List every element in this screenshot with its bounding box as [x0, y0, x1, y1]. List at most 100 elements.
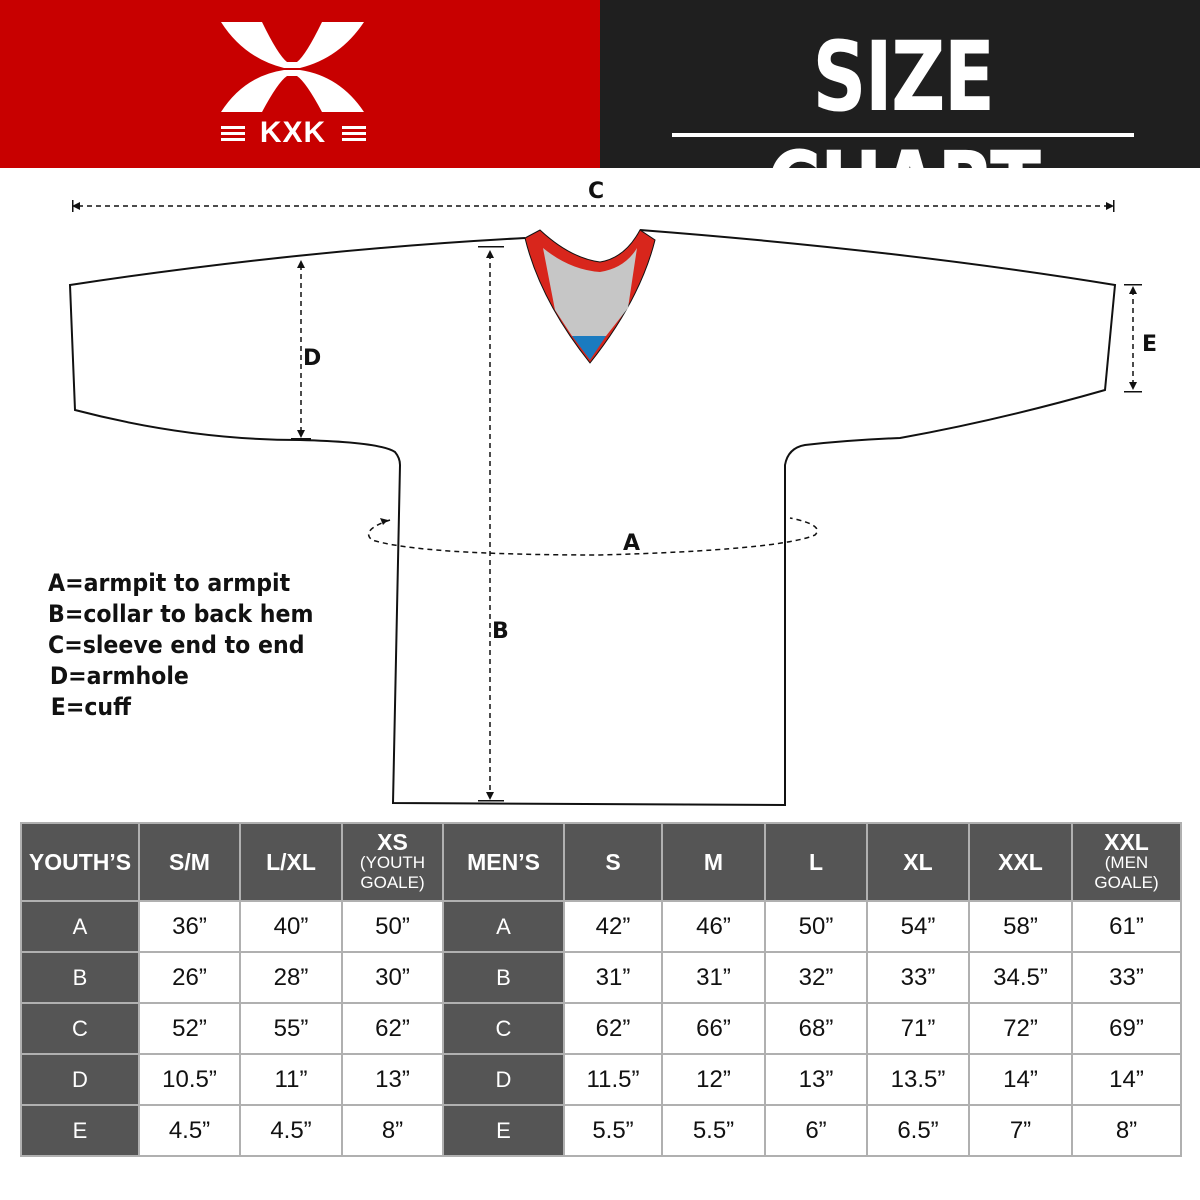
- column-label: S: [605, 849, 621, 875]
- row-label: C: [20, 1002, 140, 1055]
- column-label: XXL: [1104, 829, 1149, 855]
- youth-size-header: L/XL: [239, 822, 343, 902]
- column-label: S/M: [169, 849, 210, 875]
- men-measurement: 42”: [563, 900, 663, 953]
- youth-measurement: 52”: [138, 1002, 241, 1055]
- column-sublabel: (MEN GOALE): [1094, 853, 1159, 892]
- label-b: B: [492, 619, 509, 644]
- label-d: D: [303, 346, 321, 371]
- men-measurement: 71”: [866, 1002, 970, 1055]
- youth-measurement: 28”: [239, 951, 343, 1004]
- men-measurement: 5.5”: [661, 1104, 766, 1157]
- legend-item: D=armhole: [49, 662, 189, 690]
- youth-measurement: 26”: [138, 951, 241, 1004]
- column-label: XXL: [998, 849, 1043, 875]
- youth-measurement: 10.5”: [138, 1053, 241, 1106]
- column-label: XS: [377, 829, 408, 855]
- men-measurement: 14”: [1071, 1053, 1182, 1106]
- legend-item: A=armpit to armpit: [48, 569, 291, 597]
- measurement-legend: A=armpit to armpit B=collar to back hem …: [48, 568, 313, 723]
- kxk-logo: [221, 22, 366, 141]
- men-measurement: 6.5”: [866, 1104, 970, 1157]
- men-measurement: 13.5”: [866, 1053, 970, 1106]
- row-label: E: [442, 1104, 565, 1157]
- men-measurement: 13”: [764, 1053, 868, 1106]
- youth-measurement: 30”: [341, 951, 444, 1004]
- table-row: E 4.5” 4.5” 8” E 5.5” 5.5” 6” 6.5” 7” 8”: [20, 1104, 1182, 1157]
- men-header: MEN’S: [442, 822, 565, 902]
- men-measurement: 58”: [968, 900, 1073, 953]
- row-label: B: [442, 951, 565, 1004]
- men-size-header: S: [563, 822, 663, 902]
- men-size-header: XXL: [968, 822, 1073, 902]
- men-measurement: 8”: [1071, 1104, 1182, 1157]
- row-label: C: [442, 1002, 565, 1055]
- men-measurement: 33”: [866, 951, 970, 1004]
- men-measurement: 66”: [661, 1002, 766, 1055]
- logo-wordmark: KXK: [259, 116, 327, 149]
- collar-inner: [543, 248, 637, 336]
- men-measurement: 31”: [563, 951, 663, 1004]
- row-label: D: [20, 1053, 140, 1106]
- column-label: MEN’S: [467, 849, 540, 875]
- label-e: E: [1142, 332, 1157, 357]
- youth-size-header: XS (YOUTH GOALE): [341, 822, 444, 902]
- column-label: M: [703, 849, 724, 875]
- men-measurement: 72”: [968, 1002, 1073, 1055]
- column-label: L: [808, 849, 824, 875]
- men-measurement: 32”: [764, 951, 868, 1004]
- youth-header: YOUTH’S: [20, 822, 140, 902]
- jersey-diagram: C D E A B: [68, 179, 1157, 807]
- youth-measurement: 36”: [138, 900, 241, 953]
- collar-tip: [572, 336, 606, 360]
- men-measurement: 62”: [563, 1002, 663, 1055]
- men-measurement: 46”: [661, 900, 766, 953]
- youth-measurement: 62”: [341, 1002, 444, 1055]
- row-label: B: [20, 951, 140, 1004]
- column-label: XL: [903, 849, 933, 875]
- table-row: D 10.5” 11” 13” D 11.5” 12” 13” 13.5” 14” 14”: [20, 1053, 1182, 1106]
- youth-size-header: S/M: [138, 822, 241, 902]
- title-underline: [672, 133, 1134, 137]
- men-measurement: 61”: [1071, 900, 1182, 953]
- youth-measurement: 11”: [239, 1053, 343, 1106]
- brand-banner: KXK: [0, 0, 600, 168]
- title-banner: [600, 0, 1200, 168]
- men-measurement: 54”: [866, 900, 970, 953]
- men-measurement: 14”: [968, 1053, 1073, 1106]
- legend-item: B=collar to back hem: [48, 600, 314, 628]
- men-measurement: 34.5”: [968, 951, 1073, 1004]
- men-measurement: 68”: [764, 1002, 868, 1055]
- table-row: B 26” 28” 30” B 31” 31” 32” 33” 34.5” 33”: [20, 951, 1182, 1004]
- men-size-header: XXL (MEN GOALE): [1071, 822, 1182, 902]
- men-measurement: 31”: [661, 951, 766, 1004]
- row-label: A: [20, 900, 140, 953]
- men-measurement: 69”: [1071, 1002, 1182, 1055]
- legend-item: E=cuff: [50, 693, 132, 721]
- men-measurement: 5.5”: [563, 1104, 663, 1157]
- row-label: D: [442, 1053, 565, 1106]
- size-table: YOUTH’S S/M L/XL XS (YOUTH GOALE) MEN’S S M L XL X…: [20, 822, 1182, 1157]
- men-size-header: L: [764, 822, 868, 902]
- column-label: L/XL: [266, 849, 316, 875]
- table-header-row: YOUTH’S S/M L/XL XS (YOUTH GOALE) MEN’S S M L XL X…: [20, 822, 1182, 902]
- youth-measurement: 4.5”: [138, 1104, 241, 1157]
- column-sublabel: (YOUTH GOALE): [359, 853, 426, 892]
- label-a: A: [623, 531, 640, 556]
- legend-item: C=sleeve end to end: [48, 631, 305, 659]
- men-measurement: 11.5”: [563, 1053, 663, 1106]
- youth-measurement: 8”: [341, 1104, 444, 1157]
- label-c: C: [588, 179, 604, 204]
- page-title: SIZE CHART: [766, 21, 1041, 243]
- table-row: C 52” 55” 62” C 62” 66” 68” 71” 72” 69”: [20, 1002, 1182, 1055]
- table-row: A 36” 40” 50” A 42” 46” 50” 54” 58” 61”: [20, 900, 1182, 953]
- men-measurement: 6”: [764, 1104, 868, 1157]
- jersey-outline: [68, 229, 1117, 807]
- youth-measurement: 40”: [239, 900, 343, 953]
- men-measurement: 7”: [968, 1104, 1073, 1157]
- youth-measurement: 4.5”: [239, 1104, 343, 1157]
- men-size-header: XL: [866, 822, 970, 902]
- youth-measurement: 13”: [341, 1053, 444, 1106]
- row-label: E: [20, 1104, 140, 1157]
